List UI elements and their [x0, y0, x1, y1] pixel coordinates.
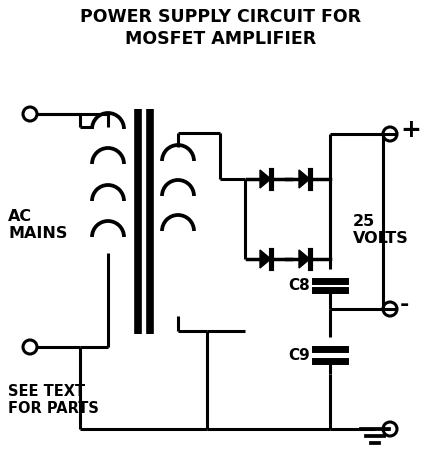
Text: +: +: [400, 118, 421, 142]
Text: MOSFET AMPLIFIER: MOSFET AMPLIFIER: [125, 30, 317, 48]
Text: C9: C9: [288, 348, 310, 363]
Text: SEE TEXT
FOR PARTS: SEE TEXT FOR PARTS: [8, 383, 99, 415]
Text: POWER SUPPLY CIRCUIT FOR: POWER SUPPLY CIRCUIT FOR: [80, 8, 362, 26]
Text: -: -: [400, 294, 409, 314]
Polygon shape: [299, 171, 310, 188]
Polygon shape: [260, 171, 271, 188]
Polygon shape: [299, 250, 310, 269]
Polygon shape: [260, 250, 271, 269]
Text: 25
VOLTS: 25 VOLTS: [353, 213, 409, 246]
Text: C8: C8: [288, 278, 310, 293]
Text: AC
MAINS: AC MAINS: [8, 208, 67, 241]
